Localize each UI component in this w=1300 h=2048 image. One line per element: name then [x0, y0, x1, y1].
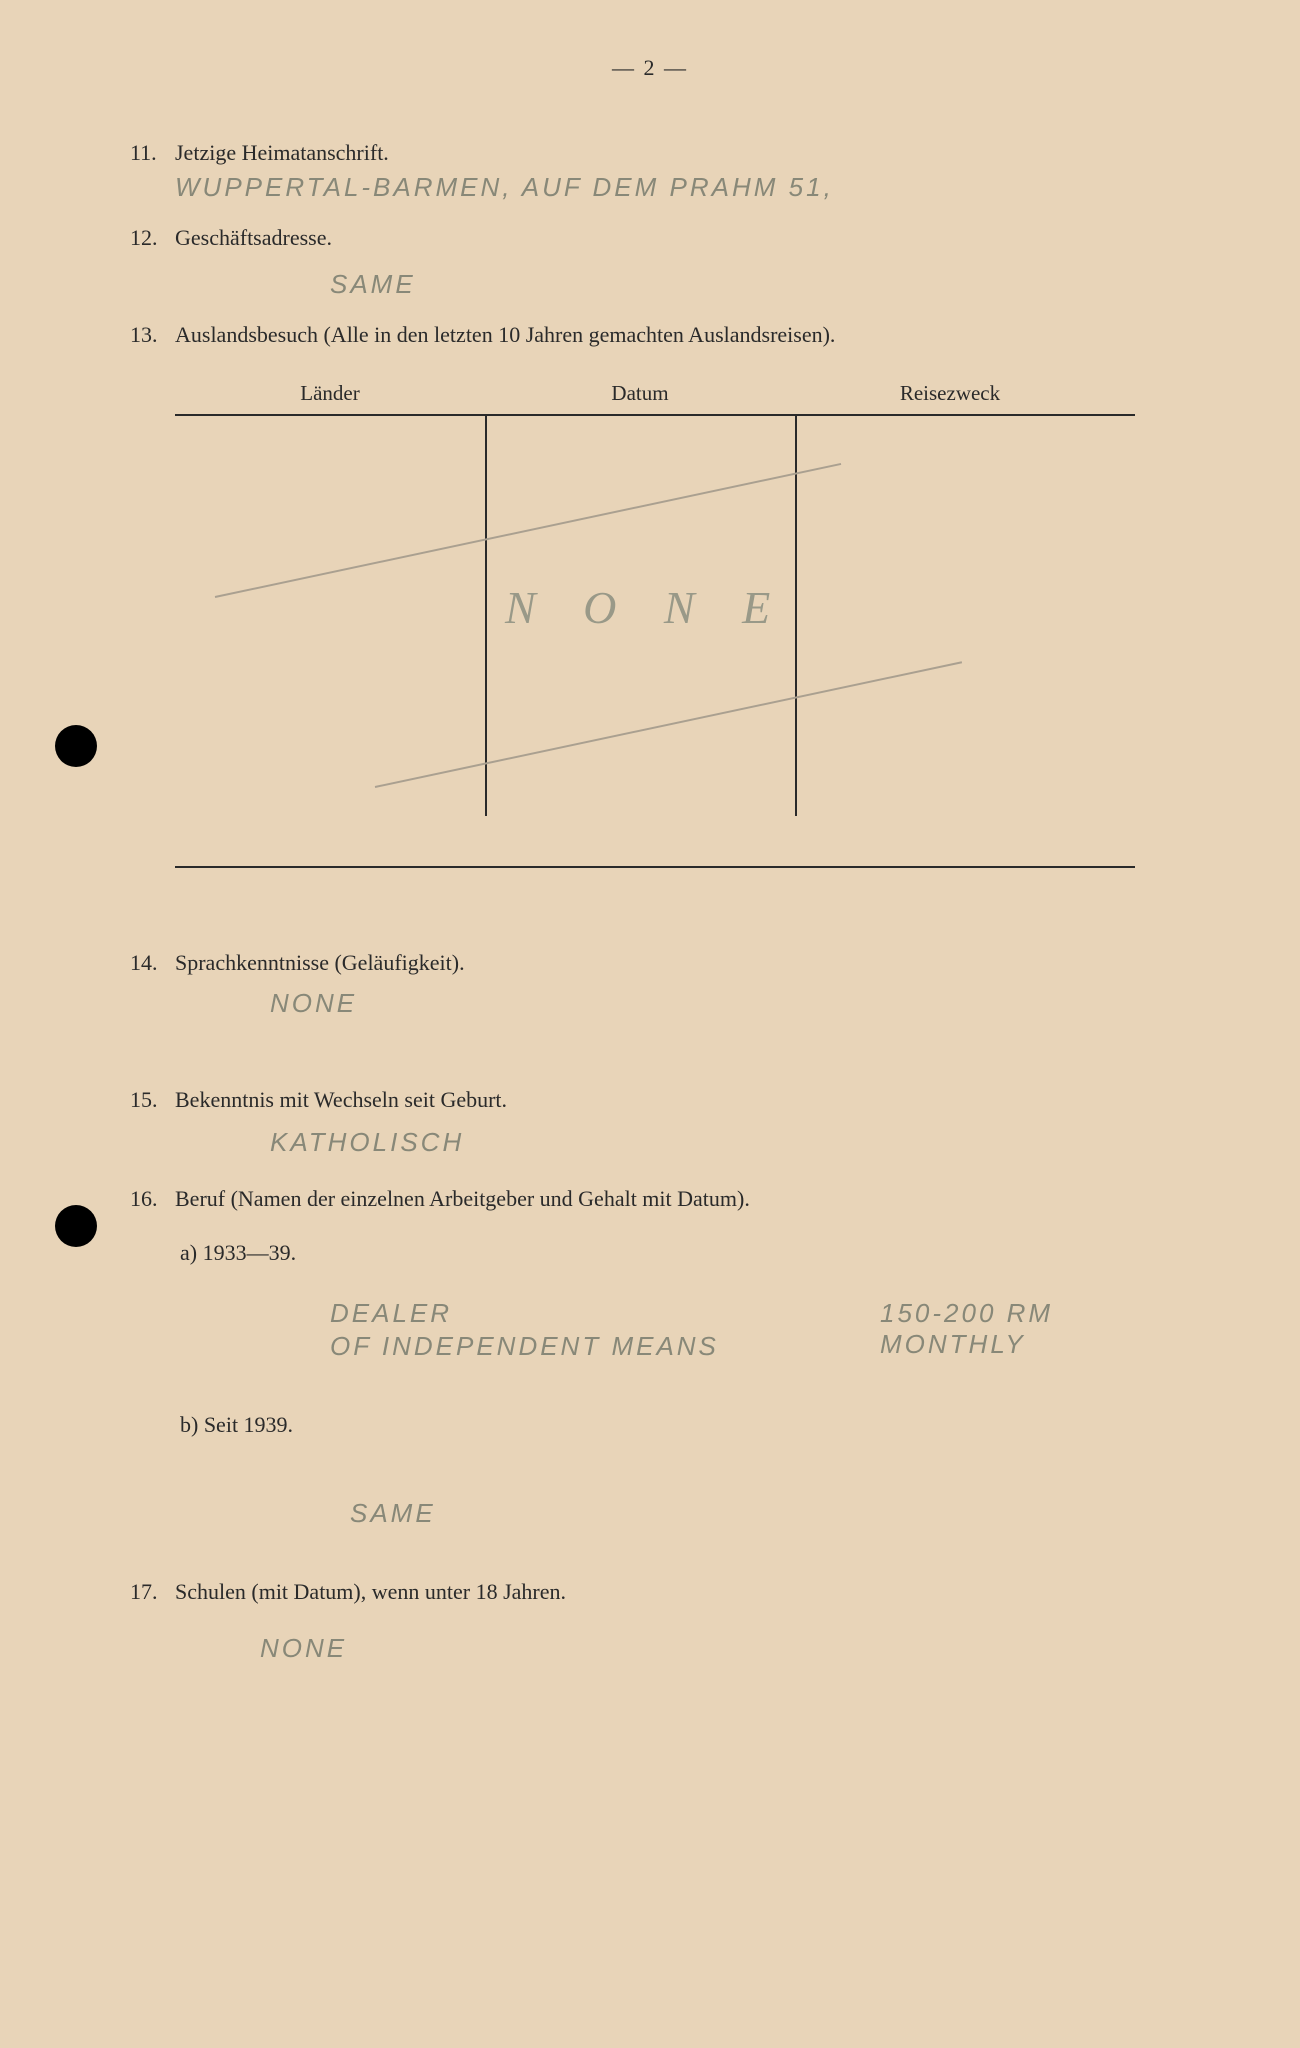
sub-question-16a: a) 1933—39. DEALER 150-200 RM MONTHLY OF… [180, 1240, 1190, 1362]
item-label: Sprachkenntnisse (Geläufigkeit). [175, 950, 465, 976]
item-number: 16. [130, 1186, 175, 1212]
item-number: 17. [130, 1579, 175, 1605]
sub-label: b) Seit 1939. [180, 1412, 293, 1437]
handwritten-answer: SAME [330, 269, 1190, 300]
item-label: Beruf (Namen der einzelnen Arbeitgeber u… [175, 1186, 750, 1212]
question-17: 17. Schulen (mit Datum), wenn unter 18 J… [130, 1579, 1190, 1664]
handwritten-answer: NONE [260, 1633, 1190, 1664]
item-number: 14. [130, 950, 175, 976]
item-label: Geschäftsadresse. [175, 225, 332, 251]
handwritten-answer: KATHOLISCH [270, 1127, 1190, 1158]
table-header-purpose: Reisezweck [795, 381, 1105, 406]
item-label: Schulen (mit Datum), wenn unter 18 Jahre… [175, 1579, 566, 1605]
item-label: Auslandsbesuch (Alle in den letzten 10 J… [175, 322, 835, 348]
question-15: 15. Bekenntnis mit Wechseln seit Geburt.… [130, 1087, 1190, 1158]
question-12: 12. Geschäftsadresse. SAME [130, 225, 1190, 300]
table-divider [795, 416, 797, 816]
table-header-countries: Länder [175, 381, 485, 406]
question-11: 11. Jetzige Heimatanschrift. WUPPERTAL-B… [130, 140, 1190, 203]
answer-text: DEALER [330, 1298, 452, 1328]
sub-label: a) 1933—39. [180, 1240, 296, 1265]
answer-salary: 150-200 RM MONTHLY [880, 1298, 1190, 1360]
document-page: — 2 — 11. Jetzige Heimatanschrift. WUPPE… [0, 0, 1300, 2048]
travel-table: Länder Datum Reisezweck N O N E [175, 381, 1190, 868]
item-number: 11. [130, 140, 175, 166]
item-number: 15. [130, 1087, 175, 1113]
item-label: Jetzige Heimatanschrift. [175, 140, 389, 166]
form-content: 11. Jetzige Heimatanschrift. WUPPERTAL-B… [130, 140, 1190, 1664]
punch-hole [55, 725, 97, 767]
page-number: — 2 — [612, 55, 688, 81]
item-label: Bekenntnis mit Wechseln seit Geburt. [175, 1087, 507, 1113]
punch-hole [55, 1205, 97, 1247]
question-14: 14. Sprachkenntnisse (Geläufigkeit). NON… [130, 950, 1190, 1019]
question-13: 13. Auslandsbesuch (Alle in den letzten … [130, 322, 1190, 868]
strikethrough-line [375, 661, 962, 788]
handwritten-answer: WUPPERTAL-BARMEN, AUF DEM PRAHM 51, [175, 172, 1190, 203]
item-number: 12. [130, 225, 175, 251]
handwritten-answer: SAME [350, 1498, 1190, 1529]
question-16: 16. Beruf (Namen der einzelnen Arbeitgeb… [130, 1186, 1190, 1529]
handwritten-answer: DEALER 150-200 RM MONTHLY [330, 1298, 1190, 1329]
strikethrough-line [215, 463, 841, 598]
sub-question-16b: b) Seit 1939. SAME [180, 1412, 1190, 1529]
table-divider [485, 416, 487, 816]
handwritten-none: N O N E [505, 581, 788, 634]
table-header-date: Datum [485, 381, 795, 406]
handwritten-answer: NONE [270, 988, 1190, 1019]
table-body: N O N E [175, 414, 1135, 868]
item-number: 13. [130, 322, 175, 348]
